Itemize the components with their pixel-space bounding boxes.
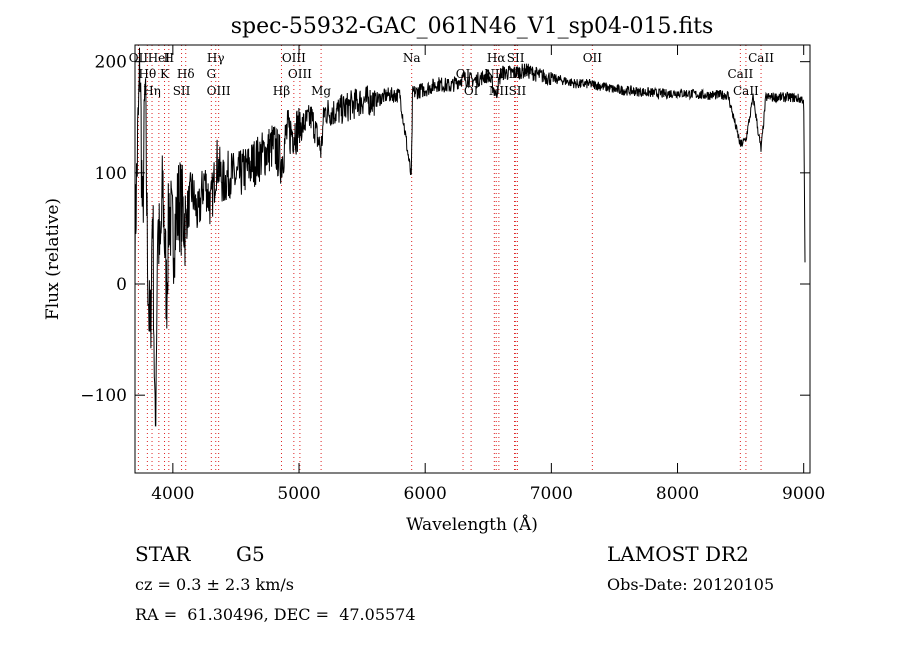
line-label-7: Hδ <box>177 67 195 81</box>
y-tick-label-3: 200 <box>95 53 127 73</box>
line-label-4: K <box>160 67 170 81</box>
line-labels: OIIHθHηHeIKSIIHHδOIIIHγGHβOIIIOIIIMgNaOI… <box>129 51 774 98</box>
line-label-12: OIII <box>282 51 306 65</box>
observation-date: Obs-Date: 20120105 <box>607 575 775 594</box>
y-tick-label-1: 0 <box>116 275 127 295</box>
spectrum-series-line <box>134 47 806 427</box>
line-label-13: OIII <box>288 67 312 81</box>
y-tick-label-0: −100 <box>80 386 127 406</box>
line-label-11: Hβ <box>273 84 290 98</box>
x-tick-label-5: 9000 <box>782 484 825 504</box>
line-label-5: SII <box>173 84 191 98</box>
line-label-15: Na <box>403 51 421 65</box>
line-label-25: CaII <box>727 67 753 81</box>
line-label-14: Mg <box>311 84 331 98</box>
line-label-0: OII <box>129 51 149 65</box>
line-label-23: SII <box>509 84 527 98</box>
y-axis-label: Flux (relative) <box>43 198 63 320</box>
x-tick-label-3: 7000 <box>530 484 573 504</box>
line-label-20: NII <box>489 84 509 98</box>
line-label-24: OII <box>583 51 603 65</box>
line-label-9: Hγ <box>207 51 225 65</box>
x-axis-label: Wavelength (Å) <box>406 514 538 535</box>
x-tick-label-4: 8000 <box>656 484 699 504</box>
plot-frame <box>134 44 811 474</box>
line-markers <box>137 45 762 473</box>
redshift-cz: cz = 0.3 ± 2.3 km/s <box>135 575 294 594</box>
line-label-10: G <box>207 67 217 81</box>
y-tick-label-2: 100 <box>95 164 127 184</box>
line-label-27: CaII <box>748 51 774 65</box>
x-tick-label-1: 5000 <box>277 484 320 504</box>
x-tick-label-0: 4000 <box>151 484 194 504</box>
chart-title: spec-55932-GAC_061N46_V1_sp04-015.fits <box>231 14 714 39</box>
x-tick-label-2: 6000 <box>404 484 447 504</box>
coordinates: RA = 61.30496, DEC = 47.05574 <box>135 605 416 624</box>
line-label-18: Hα <box>487 51 506 65</box>
object-type: STAR <box>135 542 191 566</box>
line-label-1: Hθ <box>139 67 157 81</box>
line-label-17: OI <box>464 84 479 98</box>
y-axis-ticks: −100 0 100 200 <box>80 53 810 406</box>
line-label-2: Hη <box>143 84 161 98</box>
line-label-3: HeI <box>148 51 171 65</box>
line-label-6: H <box>164 51 174 65</box>
line-label-21: SII <box>507 51 525 65</box>
line-label-26: CaII <box>733 84 759 98</box>
survey-name: LAMOST DR2 <box>607 542 749 566</box>
x-axis-ticks: 4000 5000 6000 7000 8000 9000 <box>151 45 825 504</box>
spectral-subclass: G5 <box>236 542 265 566</box>
line-label-8: OIII <box>207 84 231 98</box>
